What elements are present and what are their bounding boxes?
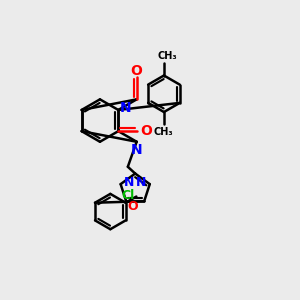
Text: Cl: Cl bbox=[122, 189, 135, 202]
Text: N: N bbox=[131, 143, 142, 157]
Text: CH₃: CH₃ bbox=[158, 51, 177, 61]
Text: O: O bbox=[128, 200, 138, 213]
Text: O: O bbox=[140, 124, 152, 138]
Text: CH₃: CH₃ bbox=[154, 127, 173, 137]
Text: N: N bbox=[124, 176, 134, 189]
Text: N: N bbox=[119, 101, 131, 116]
Text: O: O bbox=[131, 64, 142, 78]
Text: N: N bbox=[136, 176, 147, 189]
